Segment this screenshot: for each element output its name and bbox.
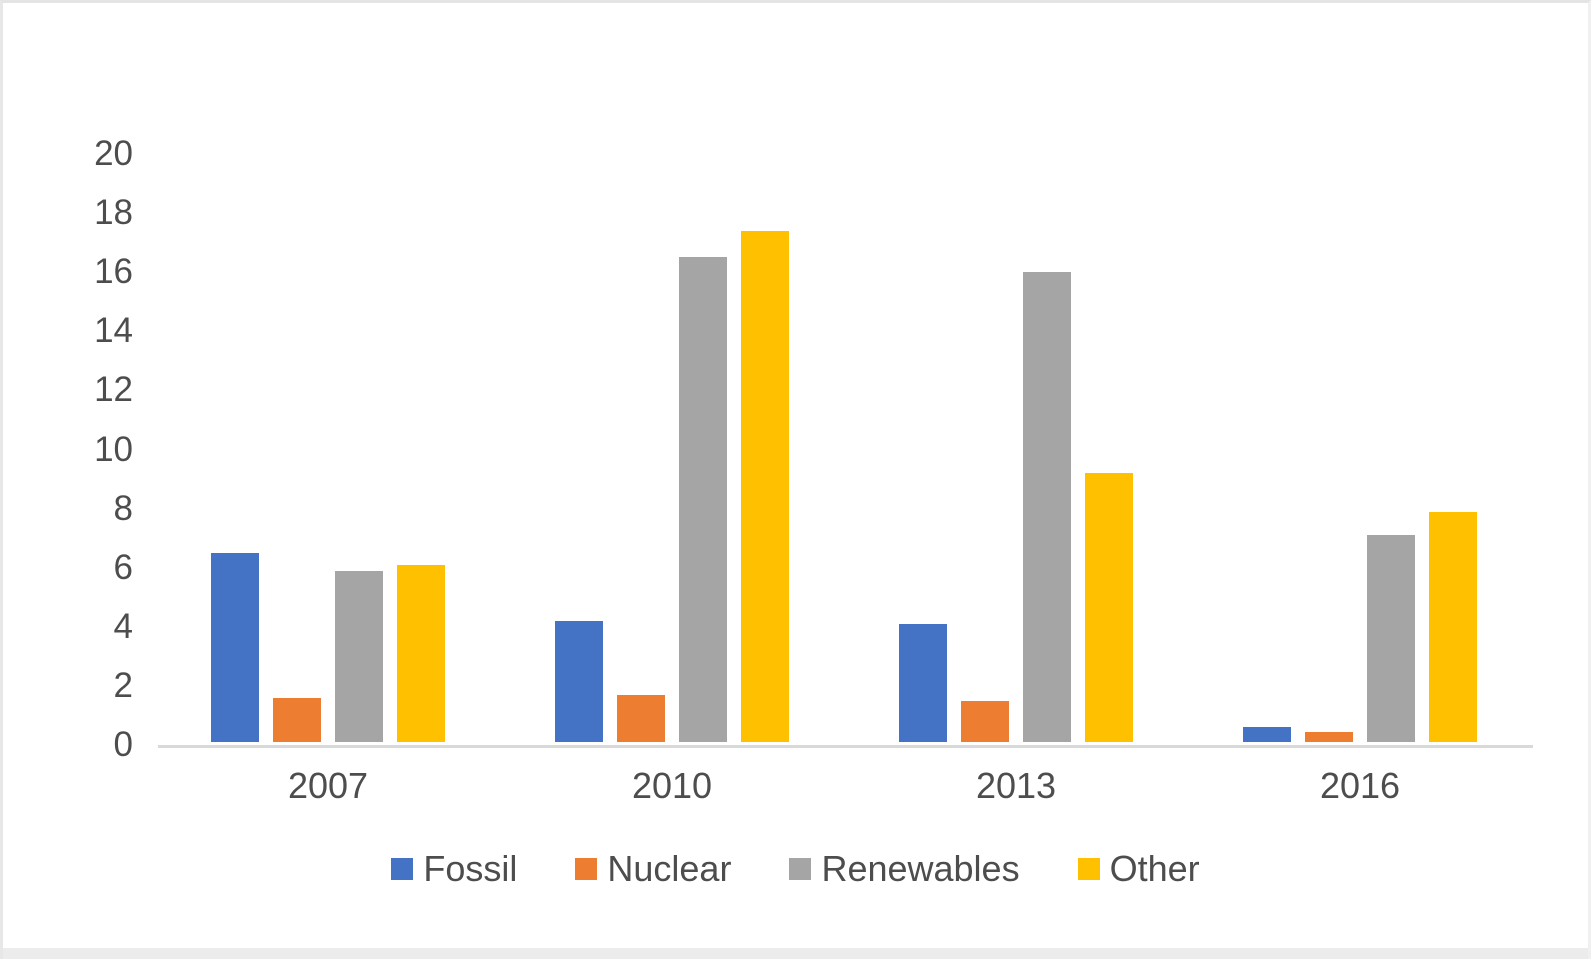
legend-item-renewables: Renewables	[789, 848, 1020, 890]
bar-nuclear-2016	[1305, 732, 1353, 742]
x-axis-label-2007: 2007	[287, 765, 369, 806]
bar-nuclear-2013	[961, 701, 1009, 742]
y-tick-label-2: 2	[113, 665, 133, 705]
y-tick-label-10: 10	[94, 429, 133, 469]
bar-renewables-2007	[335, 571, 383, 742]
x-axis-label-2010: 2010	[631, 765, 713, 806]
legend-item-nuclear: Nuclear	[575, 848, 731, 890]
y-tick-label-8: 8	[113, 488, 133, 528]
bar-renewables-2013	[1023, 272, 1071, 742]
legend-label: Nuclear	[607, 848, 732, 889]
bar-fossil-2013	[899, 624, 947, 742]
legend-swatch-icon	[575, 858, 598, 880]
bar-group-2013	[899, 272, 1133, 742]
bar-other-2016	[1429, 512, 1477, 742]
bar-nuclear-2010	[617, 695, 665, 742]
y-tick-label-16: 16	[94, 252, 133, 292]
bar-other-2007	[397, 565, 445, 742]
y-axis: 0 2 4 6 8 10 12 14 16 18 20	[58, 3, 133, 959]
legend-swatch-icon	[789, 858, 812, 880]
bar-renewables-2016	[1367, 535, 1415, 742]
y-tick-label-4: 4	[113, 606, 133, 646]
legend-label: Renewables	[821, 848, 1020, 889]
legend-swatch-icon	[391, 858, 414, 880]
legend-item-fossil: Fossil	[391, 848, 517, 890]
bar-other-2013	[1085, 473, 1133, 742]
legend-label: Other	[1109, 848, 1200, 889]
x-axis-label-2013: 2013	[975, 765, 1057, 806]
legend: Fossil Nuclear Renewables Other	[3, 845, 1588, 893]
bar-fossil-2007	[211, 553, 259, 742]
bar-group-2010	[555, 231, 789, 742]
legend-swatch-icon	[1077, 858, 1100, 880]
bar-group-2007	[211, 553, 445, 742]
y-tick-label-20: 20	[94, 134, 133, 173]
bar-renewables-2010	[679, 257, 727, 742]
bar-group-2016	[1243, 512, 1477, 742]
y-tick-label-12: 12	[94, 370, 133, 410]
y-tick-label-14: 14	[94, 311, 133, 351]
bottom-strip	[3, 948, 1588, 959]
y-tick-label-18: 18	[94, 193, 133, 233]
bar-other-2010	[741, 231, 789, 742]
y-tick-label-0: 0	[113, 725, 133, 764]
x-axis-line	[158, 745, 1533, 748]
legend-label: Fossil	[423, 848, 518, 889]
y-tick-label-6: 6	[113, 547, 133, 587]
bar-fossil-2010	[555, 621, 603, 742]
legend-item-other: Other	[1077, 848, 1200, 890]
bar-nuclear-2007	[273, 698, 321, 742]
x-axis-label-2016: 2016	[1319, 765, 1401, 806]
bar-fossil-2016	[1243, 727, 1291, 742]
